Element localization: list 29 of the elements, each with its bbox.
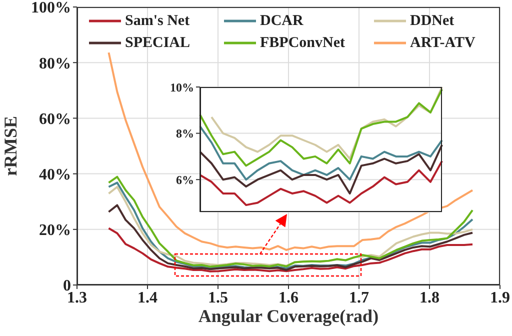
y-tick-label: 80% bbox=[39, 55, 71, 72]
legend-label: DCAR bbox=[260, 12, 304, 30]
line-series bbox=[108, 227, 474, 272]
legend-label: SPECIAL bbox=[125, 34, 190, 52]
x-tick-label: 1.9 bbox=[490, 289, 510, 306]
x-tick-label: 1.6 bbox=[278, 289, 298, 306]
y-tick-label: 6% bbox=[176, 172, 194, 187]
y-tick-label: 60% bbox=[39, 110, 71, 128]
line-series bbox=[199, 144, 443, 194]
x-axis-title: Angular Coverage(rad) bbox=[198, 306, 379, 326]
line-series bbox=[199, 125, 443, 181]
line-series bbox=[199, 160, 443, 206]
legend-label: Sam's Net bbox=[125, 12, 190, 30]
y-tick-label: 20% bbox=[39, 222, 71, 240]
legend-label: FBPConvNet bbox=[260, 34, 345, 52]
x-tick-label: 1.7 bbox=[349, 289, 369, 306]
x-tick-label: 1.5 bbox=[208, 289, 228, 306]
y-axis-title: rRMSE bbox=[0, 116, 20, 176]
y-tick-label: 8% bbox=[176, 126, 194, 141]
legend-label: ART-ATV bbox=[410, 34, 476, 52]
y-tick-label: 40% bbox=[39, 166, 71, 184]
line-series bbox=[108, 52, 474, 251]
x-tick-label: 1.8 bbox=[420, 289, 440, 306]
y-tick-label: 100% bbox=[31, 0, 71, 17]
x-tick-label: 1.3 bbox=[67, 289, 87, 306]
legend-label: DDNet bbox=[410, 12, 454, 30]
x-tick-label: 1.4 bbox=[138, 289, 158, 306]
line-series bbox=[108, 204, 474, 271]
y-tick-label: 10% bbox=[170, 80, 194, 94]
